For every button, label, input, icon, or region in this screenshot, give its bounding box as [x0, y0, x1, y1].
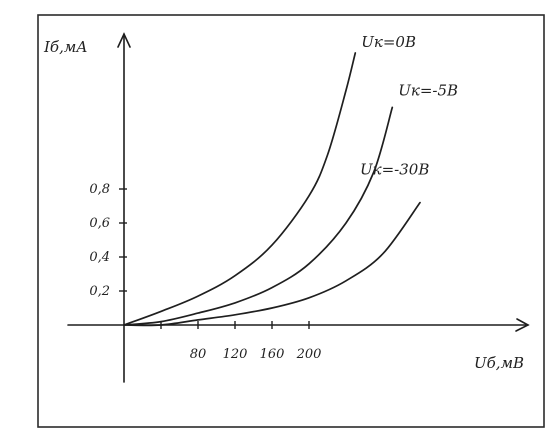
x-tick-label: 160 [260, 347, 285, 362]
series-label-1: Uк=-5В [398, 81, 458, 99]
curves [123, 52, 421, 327]
y-tick-label: 0,2 [89, 284, 110, 299]
series-line-1 [123, 106, 394, 326]
x-tick-label: 80 [190, 347, 207, 362]
x-axis-label: Uб,мВ [474, 354, 524, 372]
y-tick-label: 0,6 [89, 216, 110, 231]
y-axis-label: Iб,мА [43, 38, 88, 56]
x-tick-label: 120 [223, 347, 248, 362]
y-tick-label: 0,4 [89, 250, 110, 265]
series-labels: Uк=0В Uк=-5В Uк=-30В [360, 33, 458, 179]
series-label-2: Uк=-30В [360, 161, 429, 179]
series-line-2 [123, 201, 421, 327]
y-axis-arrow [117, 32, 131, 48]
ticks: 80 120 160 200 0,2 0,4 0,6 0,8 [89, 182, 321, 362]
x-tick-label: 200 [296, 347, 322, 362]
y-tick-label: 0,8 [89, 182, 110, 197]
x-axis-arrow [515, 318, 530, 332]
series-label-0: Uк=0В [361, 33, 416, 51]
series-line-0 [123, 52, 357, 326]
